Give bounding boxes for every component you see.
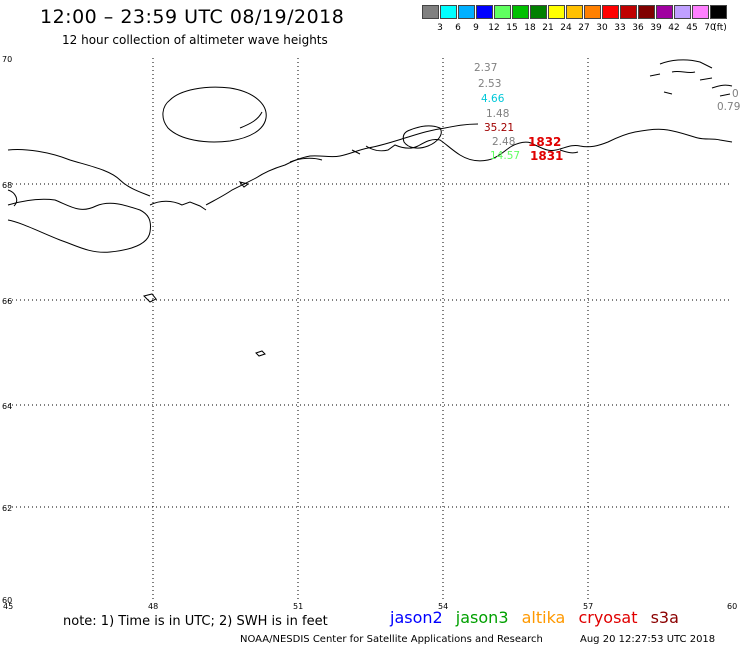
lat-tick-label: 62 xyxy=(2,504,12,513)
wave-height-labels: 2.37 2.53 4.66 1.48 35.21 2.48 14.57 0.7… xyxy=(474,62,740,162)
satellite-name-jason3: jason3 xyxy=(455,608,509,627)
wave-height-label: 0 xyxy=(732,88,739,100)
mainland-coast-west xyxy=(7,149,151,253)
satellite-name-jason2: jason2 xyxy=(390,608,443,627)
map-subtitle: 12 hour collection of altimeter wave hei… xyxy=(62,33,328,47)
pass-time-labels: 1832 1831 xyxy=(528,135,563,163)
yugorsky-peninsula xyxy=(289,128,733,163)
legend-label: 42 xyxy=(668,23,680,33)
satellite-name-cryosat: cryosat xyxy=(578,608,638,627)
legend-swatch xyxy=(494,5,511,19)
lon-tick-label: 51 xyxy=(293,602,303,611)
legend-swatch xyxy=(692,5,709,19)
generated-timestamp: Aug 20 12:27:53 UTC 2018 xyxy=(580,634,716,645)
legend-swatch xyxy=(620,5,637,19)
legend-unit: (ft) xyxy=(713,23,727,33)
legend-label: 30 xyxy=(596,23,608,33)
pechora-bay xyxy=(238,149,579,188)
map-title: 12:00 – 23:59 UTC 08/19/2018 xyxy=(40,6,345,28)
satellite-name-s3a: s3a xyxy=(650,608,679,627)
legend-swatch xyxy=(710,5,727,19)
mainland-coast-central xyxy=(149,123,479,211)
legend-swatch xyxy=(512,5,529,19)
wave-height-label: 0.79 xyxy=(717,101,740,113)
lat-tick-label: 60 xyxy=(2,596,12,605)
coastline xyxy=(7,59,733,357)
legend-swatch xyxy=(530,5,547,19)
legend-swatch xyxy=(638,5,655,19)
legend-label: 3 xyxy=(437,23,443,33)
legend-label: 27 xyxy=(578,23,590,33)
legend-swatch xyxy=(476,5,493,19)
legend-label: 21 xyxy=(542,23,554,33)
legend-label: 33 xyxy=(614,23,626,33)
wave-height-label: 4.66 xyxy=(481,93,505,105)
satellite-name-altika: altika xyxy=(521,608,566,627)
legend-label: 45 xyxy=(686,23,698,33)
island-small-1 xyxy=(143,293,157,303)
wave-height-label: 2.37 xyxy=(474,62,497,74)
wave-height-label: 2.48 xyxy=(492,136,515,148)
legend-swatch xyxy=(458,5,475,19)
legend-swatch xyxy=(422,5,439,19)
pass-time-label: 1832 xyxy=(528,135,561,149)
legend-label: 24 xyxy=(560,23,572,33)
legend-label: 9 xyxy=(473,23,479,33)
legend-swatch xyxy=(548,5,565,19)
wave-height-label: 35.21 xyxy=(484,122,514,134)
legend-swatch xyxy=(440,5,457,19)
legend-swatch xyxy=(584,5,601,19)
legend-label: 39 xyxy=(650,23,662,33)
lon-tick-label: 54 xyxy=(438,602,448,611)
wave-height-label: 2.53 xyxy=(478,78,501,90)
legend-label: 15 xyxy=(506,23,518,33)
wave-height-label: 1.48 xyxy=(486,108,509,120)
legend-label: 6 xyxy=(455,23,461,33)
legend-label: 12 xyxy=(488,23,500,33)
legend-swatch xyxy=(566,5,583,19)
legend-label: 36 xyxy=(632,23,644,33)
lon-tick-label: 57 xyxy=(583,602,593,611)
novaya-zemlya-tip xyxy=(649,59,733,97)
vaygach-island xyxy=(402,125,442,149)
kolguyev-island xyxy=(162,86,267,143)
legend-swatch xyxy=(656,5,673,19)
legend-swatch xyxy=(674,5,691,19)
island-small-2 xyxy=(255,350,266,357)
legend-label: 18 xyxy=(524,23,536,33)
lon-tick-label: 48 xyxy=(148,602,158,611)
lon-tick-label: 60 xyxy=(727,602,737,611)
lat-tick-label: 68 xyxy=(2,181,12,190)
lat-tick-labels: 70 68 66 64 62 60 xyxy=(2,55,12,605)
lat-tick-label: 64 xyxy=(2,402,12,411)
credit-line: NOAA/NESDIS Center for Satellite Applica… xyxy=(240,634,543,645)
lat-tick-label: 70 xyxy=(2,55,12,64)
lat-tick-label: 66 xyxy=(2,297,12,306)
graticule xyxy=(8,58,732,600)
pass-time-label: 1831 xyxy=(530,149,563,163)
footer-note: note: 1) Time is in UTC; 2) SWH is in fe… xyxy=(63,614,328,629)
lon-tick-label: 45 xyxy=(3,602,13,611)
wave-height-label: 14.57 xyxy=(490,150,520,162)
satellite-legend: jason2 jason3 altika cryosat s3a xyxy=(390,608,687,627)
lon-tick-labels: 45 48 51 54 57 60 xyxy=(3,602,737,611)
legend-swatch xyxy=(602,5,619,19)
legend-label: 70 xyxy=(704,23,716,33)
